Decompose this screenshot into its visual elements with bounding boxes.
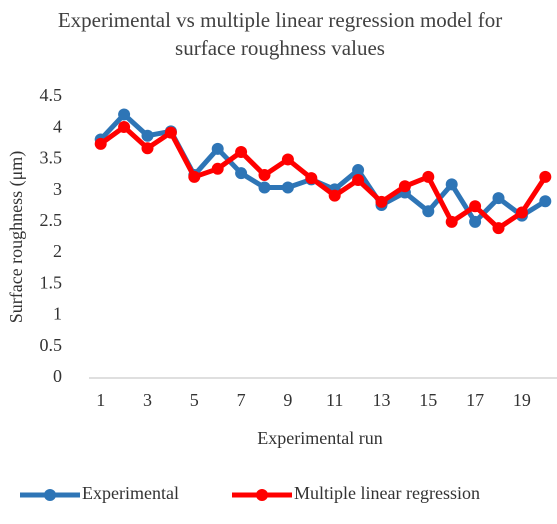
data-point bbox=[539, 195, 552, 208]
x-tick-label: 9 bbox=[283, 390, 292, 410]
data-point bbox=[94, 137, 107, 150]
y-tick-label: 2 bbox=[53, 241, 62, 261]
x-tick-label: 13 bbox=[373, 390, 391, 410]
x-tick-label: 3 bbox=[143, 390, 152, 410]
y-tick-label: 1.5 bbox=[40, 272, 63, 292]
y-axis-title: Surface roughness (μm) bbox=[6, 151, 27, 324]
y-tick-label: 4.5 bbox=[40, 85, 63, 105]
data-point bbox=[422, 205, 435, 218]
y-tick-label: 4 bbox=[53, 116, 62, 136]
y-tick-label: 1 bbox=[53, 304, 62, 324]
data-point bbox=[118, 120, 131, 133]
y-tick-label: 3.5 bbox=[40, 148, 63, 168]
data-point bbox=[188, 170, 201, 183]
y-tick-label: 3 bbox=[53, 179, 62, 199]
x-tick-label: 15 bbox=[419, 390, 437, 410]
data-point bbox=[328, 189, 341, 202]
legend-label: Experimental bbox=[82, 483, 179, 503]
x-axis-title: Experimental run bbox=[257, 428, 382, 448]
data-point bbox=[281, 153, 294, 166]
data-point bbox=[469, 200, 482, 213]
data-point bbox=[492, 222, 505, 235]
data-point bbox=[141, 129, 154, 142]
y-tick-label: 0.5 bbox=[40, 335, 63, 355]
data-point bbox=[422, 170, 435, 183]
x-tick-label: 11 bbox=[326, 390, 343, 410]
data-point bbox=[352, 164, 365, 177]
legend-marker bbox=[44, 489, 56, 501]
data-point bbox=[118, 108, 131, 121]
y-tick-label: 2.5 bbox=[40, 210, 63, 230]
data-point bbox=[141, 142, 154, 155]
y-tick-label: 0 bbox=[53, 366, 62, 386]
data-point bbox=[235, 145, 248, 158]
data-point bbox=[539, 170, 552, 183]
chart-title: Experimental vs multiple linear regressi… bbox=[57, 8, 503, 60]
data-point bbox=[492, 192, 505, 205]
data-point bbox=[258, 169, 271, 182]
data-point bbox=[211, 142, 224, 155]
data-point bbox=[258, 181, 271, 194]
legend-label: Multiple linear regression bbox=[294, 483, 480, 503]
data-point bbox=[305, 172, 318, 185]
data-point bbox=[235, 167, 248, 180]
data-point bbox=[445, 178, 458, 191]
x-tick-label: 17 bbox=[466, 390, 484, 410]
data-point bbox=[281, 181, 294, 194]
x-tick-label: 19 bbox=[513, 390, 531, 410]
data-point bbox=[398, 180, 411, 193]
data-point bbox=[515, 206, 528, 219]
data-point bbox=[469, 215, 482, 228]
data-point bbox=[211, 162, 224, 175]
data-point bbox=[445, 215, 458, 228]
x-tick-label: 1 bbox=[96, 390, 105, 410]
legend-marker bbox=[256, 489, 268, 501]
series-line bbox=[99, 124, 548, 231]
x-tick-label: 5 bbox=[190, 390, 199, 410]
data-point bbox=[375, 195, 388, 208]
data-point bbox=[164, 126, 177, 139]
x-tick-label: 7 bbox=[237, 390, 246, 410]
data-point bbox=[352, 174, 365, 187]
